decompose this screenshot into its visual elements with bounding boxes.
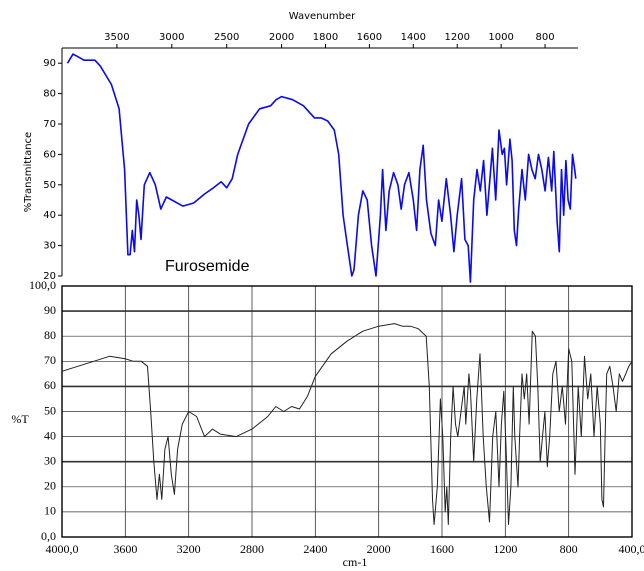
x-tick-label: 1600 — [430, 542, 454, 556]
y-tick-label: 60 — [44, 378, 56, 392]
annotation: Furosemide — [165, 258, 250, 275]
x-axis-title: cm-1 — [343, 555, 368, 569]
x-tick-label: 3600 — [113, 542, 137, 556]
y-tick-label: 70 — [43, 119, 56, 130]
y-tick-label: 50 — [43, 180, 56, 191]
y-tick-label: 100,0 — [29, 278, 56, 292]
x-tick-label: 1000 — [488, 32, 513, 43]
y-tick-label: 30 — [43, 241, 56, 252]
y-tick-label: 40 — [44, 428, 56, 442]
y-axis-title: %T — [11, 412, 29, 426]
y-tick-label: 30 — [44, 453, 56, 467]
y-tick-label: 10 — [44, 504, 56, 518]
x-tick-label: 2400 — [303, 542, 327, 556]
x-tick-label: 4000,0 — [46, 542, 79, 556]
x-tick-label: 1400 — [401, 32, 426, 43]
y-axis-title: %Transmittance — [23, 132, 34, 212]
x-tick-label: 1600 — [357, 32, 382, 43]
x-tick-label: 3000 — [159, 32, 184, 43]
x-tick-label: 1200 — [445, 32, 470, 43]
y-tick-label: 50 — [44, 403, 56, 417]
y-tick-label: 80 — [44, 328, 56, 342]
x-tick-label: 1200 — [493, 542, 517, 556]
x-tick-label: 3500 — [104, 32, 129, 43]
y-tick-label: 80 — [43, 89, 56, 100]
y-tick-label: 20 — [43, 271, 56, 282]
y-tick-label: 40 — [43, 210, 56, 221]
x-tick-label: 2000 — [269, 32, 294, 43]
x-tick-label: 3200 — [177, 542, 201, 556]
y-tick-label: 20 — [44, 479, 56, 493]
x-tick-label: 2500 — [214, 32, 239, 43]
x-tick-label: 1800 — [313, 32, 338, 43]
y-tick-label: 60 — [43, 149, 56, 160]
spectrum-line — [61, 323, 633, 525]
x-tick-label: 2000 — [367, 542, 391, 556]
x-tick-label: 800 — [536, 32, 555, 43]
x-tick-label: 2800 — [240, 542, 264, 556]
y-tick-label: 90 — [44, 303, 56, 317]
x-tick-label: 400,0 — [619, 542, 644, 556]
y-tick-label: 90 — [43, 58, 56, 69]
y-tick-label: 70 — [44, 353, 56, 367]
x-tick-label: 800 — [560, 542, 578, 556]
y-tick-label: 0,0 — [41, 529, 56, 543]
plot-frame — [61, 285, 633, 538]
x-axis-title: Wavenumber — [289, 11, 356, 22]
spectrum-line — [66, 53, 577, 283]
